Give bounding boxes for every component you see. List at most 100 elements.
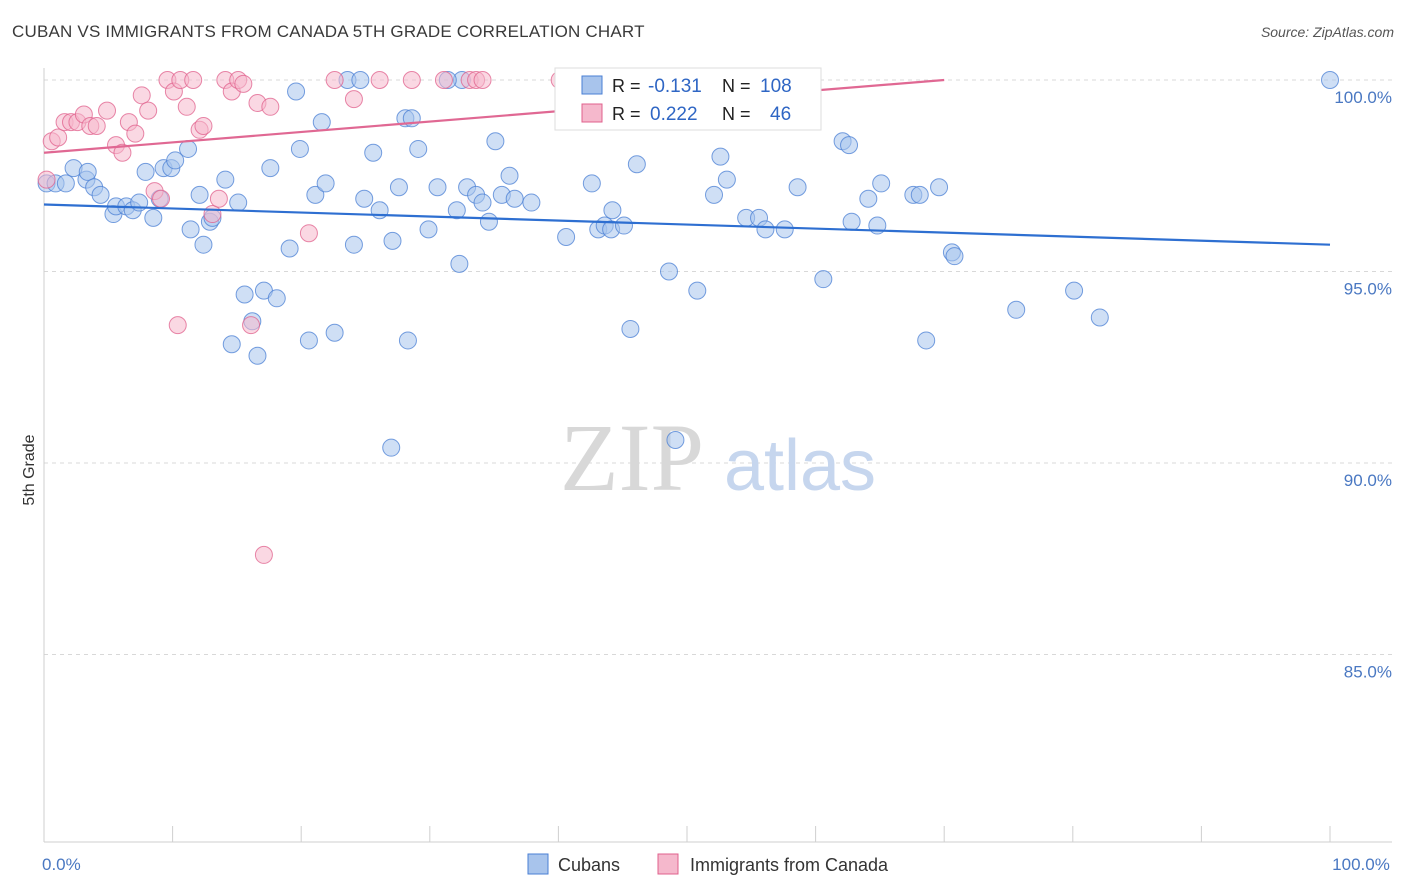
- cuban-point-81: [717, 170, 736, 189]
- cuban-point-96: [917, 331, 936, 350]
- cuban-point-75: [627, 155, 646, 174]
- cuban-point-67: [557, 228, 576, 247]
- canada-point-34: [261, 97, 280, 116]
- cuban-point-13: [136, 162, 155, 181]
- canada-point-21: [177, 97, 196, 116]
- chart-title: CUBAN VS IMMIGRANTS FROM CANADA 5TH GRAD…: [12, 22, 645, 41]
- canada-points: [37, 71, 569, 564]
- cuban-point-74: [621, 319, 640, 338]
- canada-point-13: [132, 86, 151, 105]
- legend-n-value-2: 46: [770, 104, 791, 125]
- cuban-point-5: [78, 162, 97, 181]
- cuban-point-68: [582, 174, 601, 193]
- canada-point-37: [344, 90, 363, 109]
- canada-point-14: [139, 101, 158, 120]
- y-tick-label-0: 100.0%: [1334, 88, 1392, 107]
- cuban-point-45: [355, 189, 374, 208]
- cuban-point-102: [1090, 308, 1109, 327]
- watermark: ZIP atlas: [560, 404, 876, 511]
- cuban-point-73: [614, 216, 633, 235]
- canada-point-43: [473, 71, 492, 89]
- cuban-point-55: [428, 178, 447, 197]
- y-tick-label-1: 95.0%: [1344, 280, 1392, 299]
- cuban-point-56: [447, 201, 466, 220]
- cuban-point-86: [788, 178, 807, 197]
- legend-n-label-2: N =: [722, 104, 751, 124]
- cuban-point-40: [316, 174, 335, 193]
- cuban-point-103: [1321, 71, 1339, 89]
- cuban-point-33: [267, 289, 286, 308]
- cuban-point-34: [280, 239, 299, 258]
- cuban-point-79: [705, 185, 724, 204]
- cuban-point-44: [351, 71, 370, 89]
- cuban-point-38: [306, 185, 325, 204]
- canada-point-24: [194, 116, 213, 135]
- legend-n-value-1: 108: [760, 76, 792, 97]
- canada-point-33: [254, 545, 273, 564]
- cuban-point-97: [930, 178, 949, 197]
- cuban-point-78: [688, 281, 707, 300]
- legend-r-label-1: R =: [612, 76, 641, 96]
- bottom-legend-canada: Immigrants from Canada: [690, 855, 889, 875]
- canada-point-38: [370, 71, 389, 89]
- cuban-point-30: [248, 346, 267, 365]
- cuban-point-2: [56, 174, 75, 193]
- cuban-point-101: [1065, 281, 1084, 300]
- canada-point-16: [152, 189, 171, 208]
- canada-point-30: [234, 74, 253, 93]
- cuban-point-18: [166, 151, 185, 170]
- canada-point-36: [325, 71, 344, 89]
- cuban-point-22: [194, 235, 213, 254]
- cuban-point-61: [479, 212, 498, 231]
- legend-n-label-1: N =: [722, 76, 751, 96]
- canada-point-45: [37, 170, 56, 189]
- canada-point-40: [434, 71, 453, 89]
- bottom-legend: Cubans Immigrants from Canada: [527, 853, 889, 875]
- watermark-atlas: atlas: [724, 426, 876, 506]
- bottom-legend-swatch-cubans: [527, 853, 549, 875]
- cuban-point-25: [216, 170, 235, 189]
- cuban-point-100: [1007, 300, 1026, 319]
- y-tick-label-2: 90.0%: [1344, 471, 1392, 490]
- trend-line-0: [43, 203, 1331, 246]
- canada-point-26: [209, 189, 228, 208]
- canada-point-12: [126, 124, 145, 143]
- cuban-point-65: [505, 189, 524, 208]
- canada-point-7: [87, 116, 106, 135]
- cuban-point-62: [486, 132, 505, 151]
- legend-swatch-blue: [581, 75, 603, 95]
- canada-point-31: [242, 316, 261, 335]
- cuban-point-51: [398, 331, 417, 350]
- cuban-point-72: [603, 201, 622, 220]
- canada-point-35: [299, 224, 318, 243]
- watermark-zip: ZIP: [560, 404, 704, 511]
- cuban-point-87: [814, 270, 833, 289]
- cuban-point-107: [382, 438, 401, 457]
- cuban-point-19: [179, 139, 198, 158]
- cuban-point-90: [842, 212, 861, 231]
- cuban-point-80: [711, 147, 730, 166]
- canada-point-10: [113, 143, 132, 162]
- cuban-point-76: [659, 262, 678, 281]
- cuban-point-95: [910, 185, 929, 204]
- cuban-point-32: [261, 159, 280, 178]
- cuban-point-28: [235, 285, 254, 304]
- canada-point-25: [203, 205, 222, 224]
- canada-point-22: [184, 71, 203, 89]
- cuban-point-64: [500, 166, 519, 185]
- cuban-point-35: [287, 82, 306, 101]
- cuban-point-99: [945, 247, 964, 266]
- cuban-point-43: [344, 235, 363, 254]
- canada-point-8: [98, 101, 117, 120]
- cuban-point-41: [325, 323, 344, 342]
- cuban-point-49: [389, 178, 408, 197]
- cuban-point-89: [840, 136, 859, 155]
- legend-swatch-pink: [581, 103, 603, 123]
- cuban-point-7: [91, 185, 110, 204]
- cuban-point-85: [775, 220, 794, 239]
- canada-point-1: [49, 128, 68, 147]
- cuban-point-39: [312, 113, 331, 132]
- legend-box: R = -0.131 N = 108 R = 0.222 N = 46: [554, 67, 822, 131]
- cuban-point-37: [299, 331, 318, 350]
